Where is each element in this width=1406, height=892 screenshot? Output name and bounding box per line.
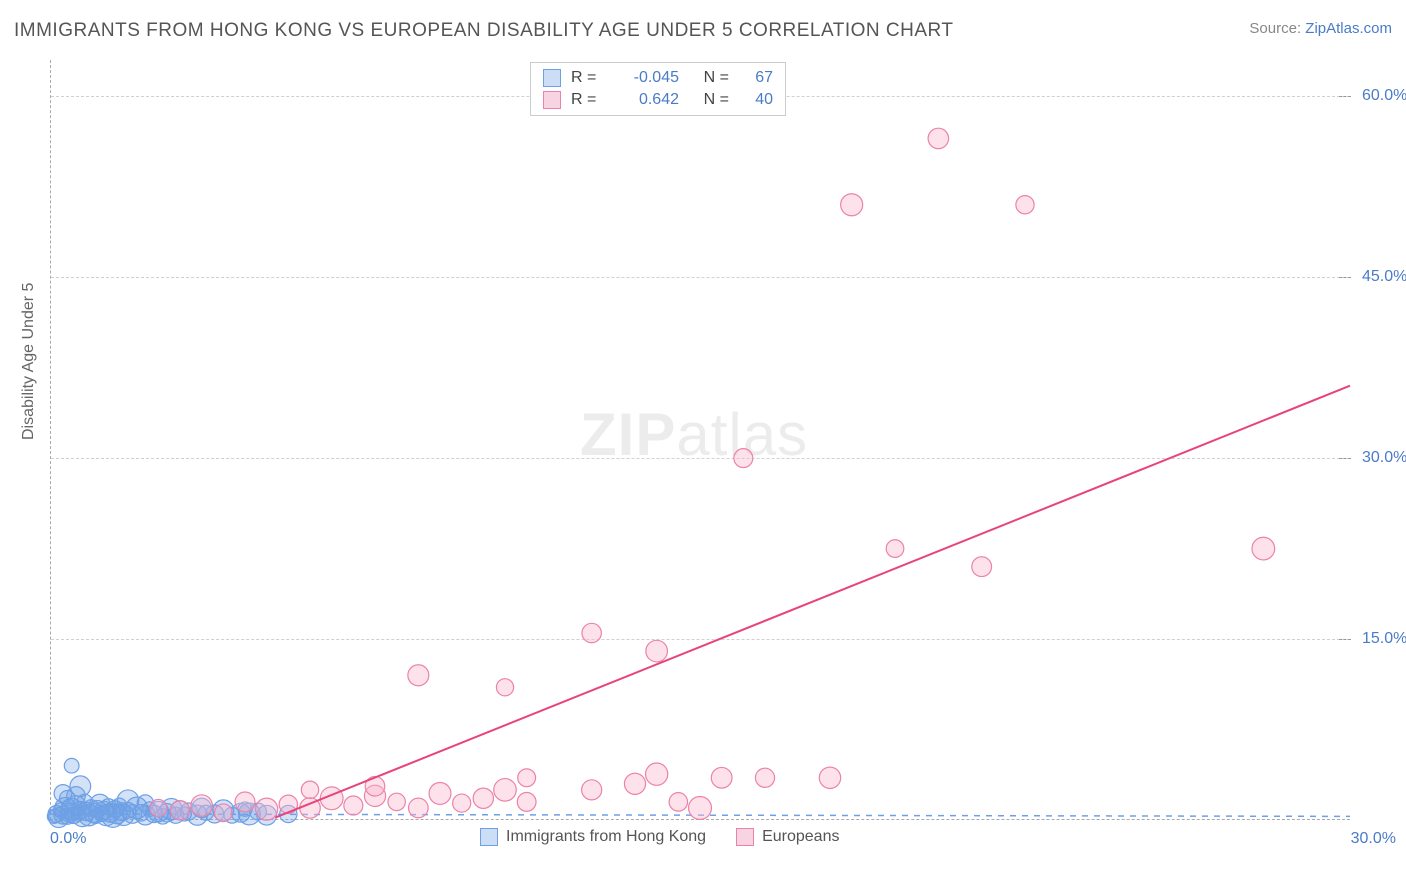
r-value-hk: -0.045 — [615, 69, 679, 87]
data-point — [689, 796, 712, 819]
r-label: R = — [571, 69, 605, 87]
r-label: R = — [571, 91, 605, 109]
x-tick-max: 30.0% — [1351, 830, 1396, 848]
y-axis-label: Disability Age Under 5 — [20, 283, 38, 440]
data-point — [473, 788, 493, 808]
data-point — [734, 449, 753, 468]
legend-swatch-pink — [736, 828, 754, 846]
n-label: N = — [695, 91, 729, 109]
data-point — [646, 640, 668, 662]
data-point — [170, 801, 189, 820]
data-point — [494, 779, 517, 802]
data-point — [711, 767, 732, 788]
data-point — [972, 557, 992, 577]
data-point — [344, 796, 363, 815]
data-point — [755, 768, 774, 787]
data-point — [1252, 537, 1275, 560]
data-point — [388, 793, 405, 810]
data-point — [408, 665, 429, 686]
n-value-hk: 67 — [739, 69, 773, 87]
chart-title: IMMIGRANTS FROM HONG KONG VS EUROPEAN DI… — [14, 20, 954, 42]
series-legend: Immigrants from Hong Kong Europeans — [480, 828, 839, 846]
data-point — [518, 769, 536, 787]
data-point — [669, 793, 688, 812]
data-point — [409, 798, 429, 818]
legend-swatch-blue — [480, 828, 498, 846]
source-attribution: Source: ZipAtlas.com — [1249, 20, 1392, 37]
source-label: Source: — [1249, 20, 1305, 37]
data-point — [150, 799, 167, 816]
legend-label-hk: Immigrants from Hong Kong — [506, 828, 706, 846]
data-point — [582, 780, 602, 800]
scatter-svg — [50, 60, 1350, 820]
data-point — [67, 787, 86, 806]
data-point — [624, 773, 645, 794]
data-point — [646, 763, 668, 785]
source-link[interactable]: ZipAtlas.com — [1305, 20, 1392, 37]
trendline — [275, 386, 1350, 818]
legend-swatch-blue — [543, 69, 561, 87]
data-point — [886, 540, 904, 558]
data-point — [582, 623, 601, 642]
data-point — [1016, 196, 1034, 214]
data-point — [301, 781, 318, 798]
data-point — [191, 795, 212, 816]
data-point — [215, 804, 233, 822]
data-point — [117, 790, 139, 812]
data-point — [841, 194, 863, 216]
data-point — [235, 792, 255, 812]
data-point — [496, 679, 513, 696]
legend-swatch-pink — [543, 91, 561, 109]
data-point — [928, 128, 948, 148]
data-point — [256, 798, 278, 820]
legend-label-eu: Europeans — [762, 828, 839, 846]
data-point — [453, 794, 471, 812]
data-point — [819, 767, 840, 788]
correlation-legend: R = -0.045 N = 67 R = 0.642 N = 40 — [530, 62, 786, 116]
data-point — [517, 793, 536, 812]
n-value-eu: 40 — [739, 91, 773, 109]
r-value-eu: 0.642 — [615, 91, 679, 109]
n-label: N = — [695, 69, 729, 87]
data-point — [429, 783, 451, 805]
data-point — [64, 758, 79, 773]
x-tick-min: 0.0% — [50, 830, 86, 848]
